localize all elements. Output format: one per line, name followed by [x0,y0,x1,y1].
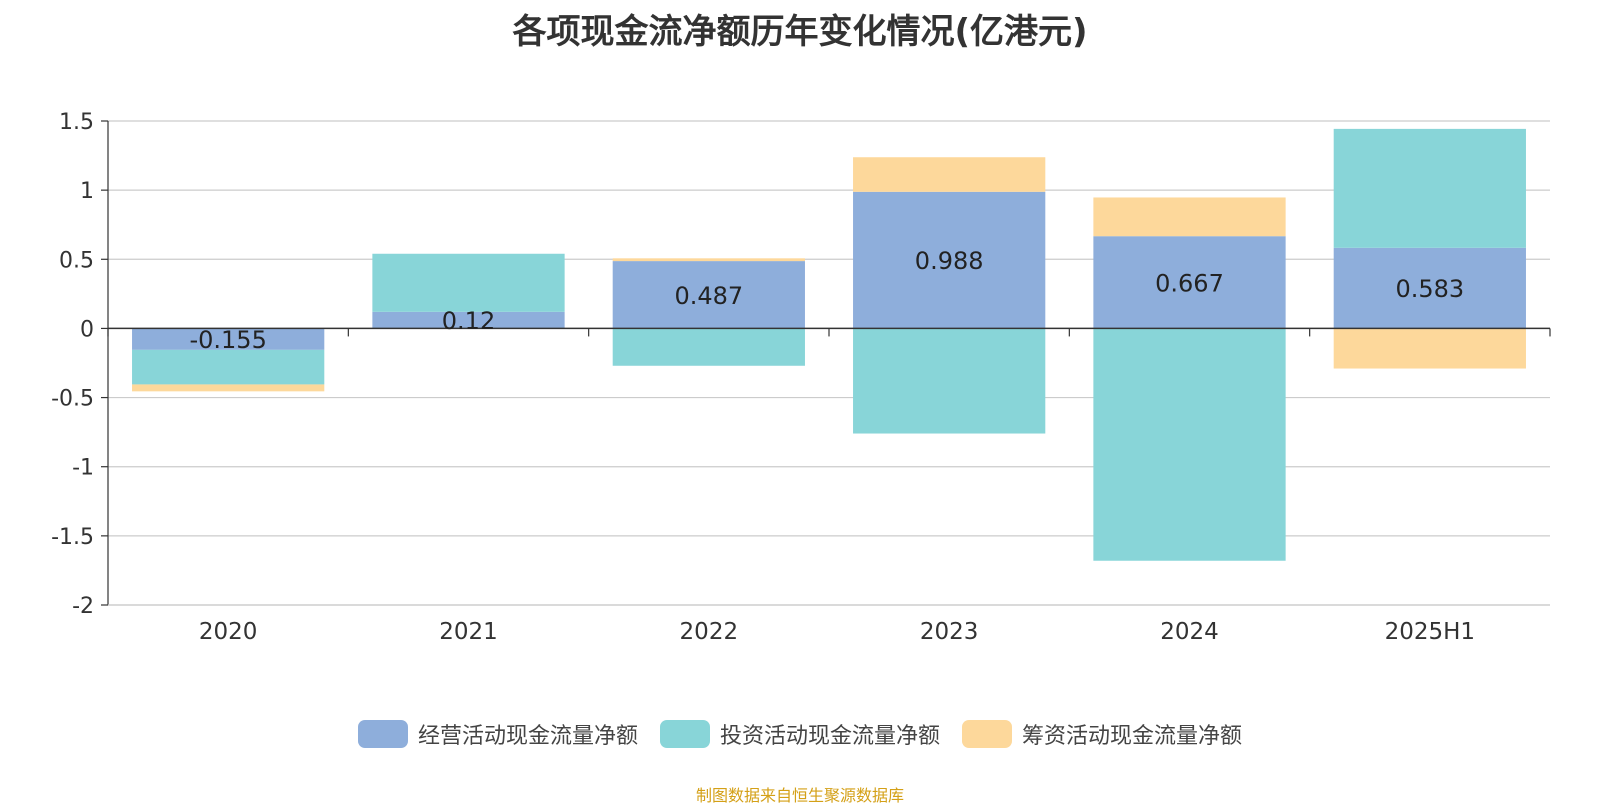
bar-financing [132,384,325,392]
legend-swatch-financing [962,720,1012,748]
chart-legend: 经营活动现金流量净额 投资活动现金流量净额 筹资活动现金流量净额 [0,718,1600,750]
legend-item-operating[interactable]: 经营活动现金流量净额 [357,718,638,750]
data-label: 0.988 [915,247,984,275]
bar-operating [612,261,805,329]
bar-investing [132,349,325,385]
legend-label-financing: 筹资活动现金流量净额 [1022,724,1243,749]
bar-operating [1333,247,1526,329]
bar-investing [853,328,1046,434]
y-tick-label: -2 [72,594,94,619]
y-tick-label: 0.5 [59,248,94,273]
bar-operating [132,328,325,350]
bar-financing [1093,197,1286,237]
data-label: 0.667 [1155,269,1224,297]
data-label: 0.12 [442,307,495,335]
data-label: 0.487 [674,282,743,310]
legend-swatch-investing [659,720,710,748]
y-tick-label: 1 [80,179,94,204]
bar-financing [1333,328,1526,369]
bar-operating [1093,236,1286,329]
y-tick-label: 0 [80,317,94,342]
bar-investing [372,253,565,312]
legend-item-financing[interactable]: 筹资活动现金流量净额 [962,718,1242,750]
data-label: -0.155 [189,326,266,354]
x-tick-label: 2021 [439,619,498,645]
legend-label-investing: 投资活动现金流量净额 [719,724,940,749]
legend-swatch-operating [357,720,408,748]
data-label: 0.583 [1395,275,1464,303]
x-tick-label: 2020 [199,619,258,645]
legend-item-investing[interactable]: 投资活动现金流量净额 [659,718,940,750]
y-tick-label: 1.5 [59,110,94,135]
y-tick-label: -1 [72,456,94,481]
source-note: 制图数据来自恒生聚源数据库 [695,786,904,805]
chart-plot: 1.5 1 0.5 0 -0.5 -1 -1.5 -2 2020 2021 2022 2023 2024… [51,110,1551,645]
bar-investing [612,328,805,366]
bar-operating [853,191,1046,329]
x-tick-label: 2025H1 [1385,619,1475,645]
bar-financing [612,258,805,262]
chart-title: 各项现金流净额历年变化情况(亿港元) [512,12,1088,52]
y-tick-label: -1.5 [51,525,94,550]
x-tick-label: 2023 [920,619,979,645]
bar-operating [372,311,565,329]
bar-investing [1093,328,1286,561]
y-tick-label: -0.5 [51,387,94,412]
legend-label-operating: 经营活动现金流量净额 [417,724,638,749]
bar-investing [1333,128,1526,248]
x-tick-label: 2022 [680,619,739,645]
x-tick-label: 2024 [1160,619,1219,645]
bar-financing [853,157,1046,192]
